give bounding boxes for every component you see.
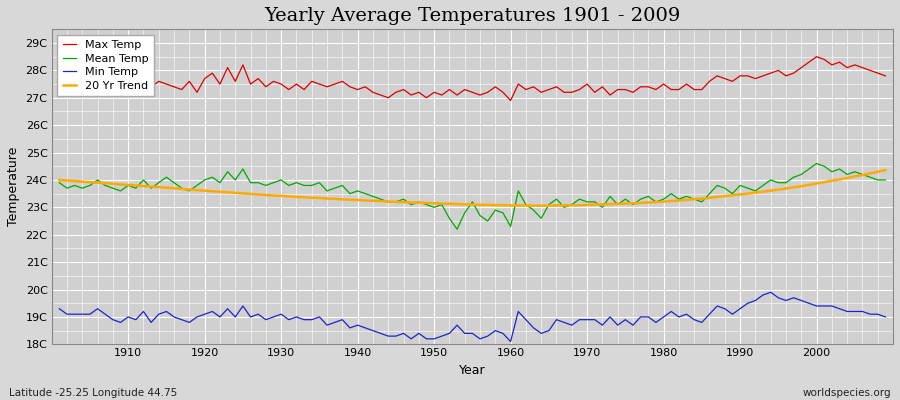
Max Temp [284, 87, 294, 92]
Mean Temp [452, 227, 463, 232]
Min Temp [284, 317, 294, 322]
Max Temp [811, 54, 822, 59]
Mean Temp [329, 186, 340, 190]
Min Temp [765, 290, 776, 295]
Mean Temp [880, 178, 891, 182]
20 Yr Trend [605, 202, 616, 206]
Min Temp [605, 314, 616, 319]
20 Yr Trend [528, 203, 539, 208]
20 Yr Trend [284, 194, 294, 199]
Max Temp [605, 93, 616, 98]
Text: worldspecies.org: worldspecies.org [803, 388, 891, 398]
Max Temp [880, 74, 891, 78]
Min Temp [505, 339, 516, 344]
Mean Temp [284, 183, 294, 188]
Min Temp [513, 309, 524, 314]
Mean Temp [513, 188, 524, 193]
X-axis label: Year: Year [459, 364, 486, 377]
Mean Temp [505, 224, 516, 229]
Line: Mean Temp: Mean Temp [59, 164, 886, 229]
Y-axis label: Temperature: Temperature [7, 147, 20, 226]
Min Temp [54, 306, 65, 311]
20 Yr Trend [498, 203, 508, 208]
Mean Temp [54, 180, 65, 185]
Line: Max Temp: Max Temp [59, 57, 886, 100]
20 Yr Trend [505, 203, 516, 208]
Max Temp [505, 98, 516, 103]
Min Temp [329, 320, 340, 325]
Max Temp [54, 79, 65, 84]
Max Temp [513, 82, 524, 86]
20 Yr Trend [880, 168, 891, 172]
20 Yr Trend [54, 178, 65, 182]
Mean Temp [811, 161, 822, 166]
Legend: Max Temp, Mean Temp, Min Temp, 20 Yr Trend: Max Temp, Mean Temp, Min Temp, 20 Yr Tre… [58, 35, 154, 96]
Min Temp [880, 314, 891, 319]
Max Temp [498, 90, 508, 95]
Title: Yearly Average Temperatures 1901 - 2009: Yearly Average Temperatures 1901 - 2009 [265, 7, 680, 25]
Line: Min Temp: Min Temp [59, 292, 886, 342]
Min Temp [498, 331, 508, 336]
Mean Temp [115, 188, 126, 193]
20 Yr Trend [329, 196, 340, 201]
Line: 20 Yr Trend: 20 Yr Trend [59, 170, 886, 206]
Max Temp [329, 82, 340, 86]
Max Temp [115, 84, 126, 89]
Mean Temp [605, 194, 616, 199]
Text: Latitude -25.25 Longitude 44.75: Latitude -25.25 Longitude 44.75 [9, 388, 177, 398]
20 Yr Trend [115, 182, 126, 187]
Min Temp [115, 320, 126, 325]
